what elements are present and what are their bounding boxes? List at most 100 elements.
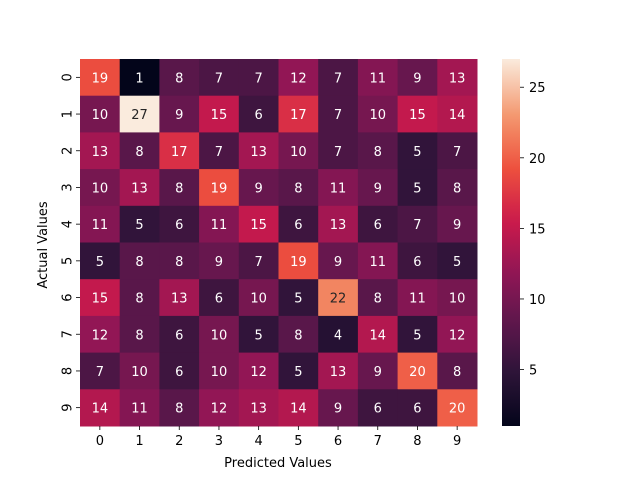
cell-value-label: 12: [290, 71, 307, 86]
heatmap-cell: [397, 279, 438, 317]
heatmap-cell: [159, 132, 200, 170]
y-axis-ticks: 0 1 2 3 4 5 6 7 8 9: [61, 73, 80, 412]
heatmap-cell: [397, 205, 438, 243]
cell-value-label: 11: [211, 218, 228, 233]
heatmap-cell: [318, 205, 359, 243]
heatmap-cell: [278, 242, 319, 280]
y-tick-label: 1: [61, 110, 76, 118]
cell-value-label: 19: [290, 255, 307, 270]
heatmap-cell: [238, 169, 279, 207]
cell-value-label: 7: [96, 365, 104, 380]
heatmap-cell: [437, 132, 478, 170]
heatmap-cell: [119, 95, 160, 133]
heatmap-cell: [199, 132, 240, 170]
cell-value-label: 12: [250, 365, 267, 380]
heatmap-cell: [318, 169, 359, 207]
colorbar-tick-label: 15: [529, 222, 546, 237]
heatmap-cell: [397, 389, 438, 427]
heatmap-cell: [357, 315, 399, 354]
heatmap-cell: [159, 95, 200, 133]
heatmap-cell: [437, 205, 478, 243]
heatmap-cell: [238, 59, 279, 97]
heatmap-cell: [80, 279, 121, 317]
cell-value-label: 15: [92, 292, 109, 307]
x-tick-label: 1: [135, 434, 143, 449]
cell-value-label: 13: [449, 71, 466, 86]
heatmap-cell: [238, 205, 279, 243]
cell-value-label: 22: [330, 292, 347, 307]
heatmap-cell: [357, 95, 399, 133]
heatmap-cell: [199, 205, 240, 243]
heatmap-cell: [397, 95, 438, 133]
cell-value-label: 7: [334, 108, 342, 123]
cell-value-label: 11: [330, 181, 347, 196]
heatmap-cell: [437, 59, 478, 97]
x-tick-label: 8: [413, 434, 421, 449]
heatmap-cell: [318, 242, 359, 280]
cell-value-label: 6: [175, 328, 183, 343]
heatmap-cell: [119, 352, 160, 390]
cell-value-label: 11: [131, 402, 148, 417]
x-tick-label: 2: [175, 434, 183, 449]
heatmap-cell: [80, 389, 121, 427]
heatmap-cell: [238, 95, 279, 133]
cell-value-label: 5: [294, 365, 302, 380]
heatmap-cell: [278, 352, 319, 390]
cell-value-label: 27: [131, 108, 148, 123]
y-tick-label: 0: [61, 73, 76, 81]
colorbar-tick-label: 5: [529, 364, 537, 379]
x-tick-label: 4: [255, 434, 263, 449]
heatmap-cell: [159, 352, 200, 390]
cell-value-label: 10: [131, 365, 148, 380]
heatmap-cell: [437, 242, 478, 280]
cell-value-label: 10: [211, 365, 228, 380]
y-tick-label: 8: [61, 367, 76, 375]
heatmap-cell: [357, 169, 399, 207]
cell-value-label: 14: [92, 402, 109, 417]
cell-value-label: 20: [409, 365, 426, 380]
heatmap-cell: [119, 315, 160, 354]
heatmap-cell: [238, 279, 279, 317]
heatmap-cell: [80, 205, 121, 243]
cell-value-label: 6: [255, 108, 263, 123]
heatmap-cell: [437, 95, 478, 133]
heatmap-cell: [159, 169, 200, 207]
cell-value-label: 8: [374, 292, 382, 307]
heatmap-cell: [437, 352, 478, 390]
heatmap-cell: [159, 59, 200, 97]
cell-value-label: 7: [215, 71, 223, 86]
cell-value-label: 6: [413, 402, 421, 417]
cell-value-label: 8: [175, 181, 183, 196]
heatmap-cell: [238, 132, 279, 170]
heatmap-cell: [80, 59, 121, 97]
heatmap-cell: [119, 389, 160, 427]
cell-value-label: 9: [255, 181, 263, 196]
heatmap-cell: [199, 315, 240, 354]
heatmap-cell: [238, 352, 279, 390]
cell-value-label: 17: [171, 145, 188, 160]
cell-value-label: 8: [453, 365, 461, 380]
heatmap-cell: [397, 242, 438, 280]
heatmap-cell: [159, 279, 200, 317]
colorbar-tick-label: 25: [529, 81, 546, 96]
heatmap-cell: [119, 279, 160, 317]
cell-value-label: 10: [92, 181, 109, 196]
cell-value-label: 20: [449, 402, 466, 417]
heatmap-cell: [199, 59, 240, 97]
cell-value-label: 9: [453, 218, 461, 233]
cell-value-label: 5: [453, 255, 461, 270]
x-tick-label: 9: [453, 434, 461, 449]
y-tick-label: 7: [61, 330, 76, 338]
cell-value-label: 9: [413, 71, 421, 86]
cell-value-label: 10: [211, 328, 228, 343]
cell-value-label: 8: [135, 328, 143, 343]
cell-value-label: 6: [215, 292, 223, 307]
cell-value-label: 9: [374, 181, 382, 196]
heatmap-cell: [318, 132, 359, 170]
cell-value-label: 13: [250, 145, 267, 160]
heatmap-cell: [278, 315, 319, 354]
heatmap-cell: [119, 169, 160, 207]
cell-value-label: 10: [449, 292, 466, 307]
cell-value-label: 13: [250, 402, 267, 417]
x-axis-title: Predicted Values: [224, 456, 332, 471]
